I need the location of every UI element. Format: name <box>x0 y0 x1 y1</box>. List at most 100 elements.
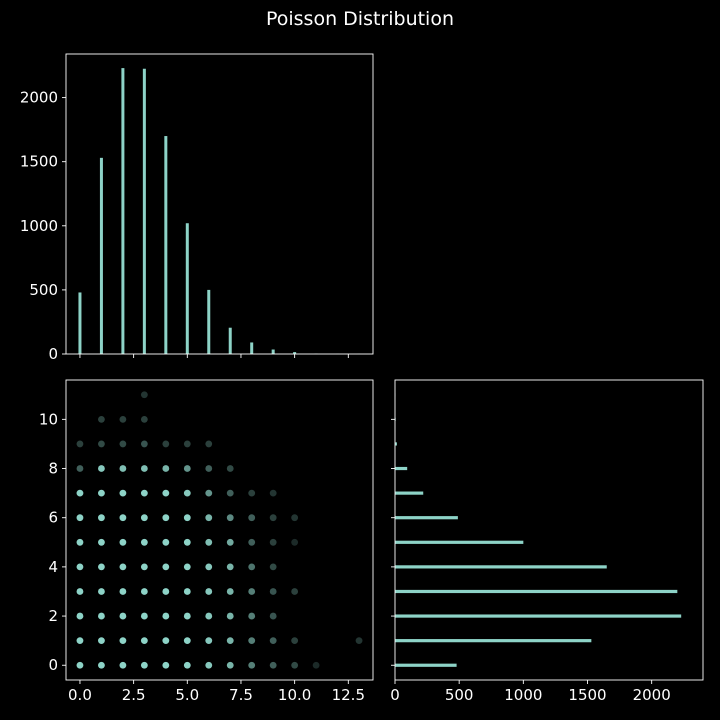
scatter-point <box>183 514 191 522</box>
y-tick-label: 0 <box>48 345 58 363</box>
histogram-bar <box>99 157 103 354</box>
scatter-point <box>140 391 148 399</box>
scatter-point <box>76 588 84 595</box>
histogram-bar <box>395 516 458 520</box>
x-tick-label: 0 <box>390 686 400 704</box>
scatter-point <box>205 489 213 497</box>
histogram-bar <box>395 565 607 569</box>
scatter-point <box>140 489 148 497</box>
scatter-point <box>119 661 127 669</box>
x-tick-label: 500 <box>445 686 474 704</box>
x-tick-label: 2.5 <box>122 686 146 704</box>
histogram-bar <box>78 292 82 354</box>
scatter-point <box>269 514 277 522</box>
scatter-point <box>140 563 148 571</box>
scatter-point <box>76 637 84 645</box>
scatter-point <box>76 440 84 448</box>
scatter-point <box>248 612 256 620</box>
scatter-point <box>205 588 213 595</box>
scatter-point <box>162 612 170 620</box>
scatter-point <box>119 563 127 571</box>
y-tick-label: 0 <box>48 656 58 674</box>
histogram-bar <box>164 136 168 354</box>
scatter-point <box>119 588 127 595</box>
scatter-point <box>226 637 234 645</box>
x-tick-label: 7.5 <box>229 686 253 704</box>
x-tick-label: 12.5 <box>332 686 365 704</box>
top-histogram-frame <box>65 53 374 355</box>
scatter-point <box>140 465 148 472</box>
y-tick-label: 1000 <box>20 217 58 235</box>
y-tick-label: 6 <box>48 509 58 527</box>
scatter-point <box>76 514 84 522</box>
scatter-point <box>269 588 277 595</box>
y-tick-label: 10 <box>39 410 58 428</box>
top-histogram-panel: 0 500 1000 1500 2000 <box>20 53 374 363</box>
right-histogram-panel: 0 500 1000 1500 2000 <box>390 379 704 704</box>
histogram-bar <box>185 223 189 354</box>
scatter-point <box>226 563 234 571</box>
scatter-point <box>248 489 256 497</box>
scatter-point <box>140 661 148 669</box>
scatter-point <box>355 637 363 645</box>
histogram-bar <box>395 663 457 667</box>
scatter-point <box>140 415 148 423</box>
scatter-point <box>183 538 191 546</box>
histogram-bar <box>395 639 592 643</box>
scatter-point <box>291 661 299 669</box>
histogram-bar <box>142 68 146 354</box>
scatter-point <box>269 612 277 620</box>
scatter-point <box>183 661 191 669</box>
scatter-point <box>248 538 256 546</box>
scatter-point <box>226 465 234 472</box>
scatter-point <box>183 588 191 595</box>
scatter-point <box>119 465 127 472</box>
scatter-point <box>183 489 191 497</box>
histogram-bar <box>395 466 408 471</box>
scatter-point <box>76 612 84 620</box>
scatter-point <box>98 637 105 645</box>
scatter-point <box>205 563 213 571</box>
x-tick-label: 2000 <box>633 686 671 704</box>
scatter-point <box>140 440 148 448</box>
scatter-point <box>98 415 105 423</box>
scatter-point <box>119 514 127 522</box>
x-tick-label: 1500 <box>568 686 606 704</box>
scatter-point <box>98 465 105 472</box>
histogram-bar <box>293 352 297 354</box>
scatter-point <box>291 538 299 546</box>
scatter-point <box>98 538 105 546</box>
histogram-bar <box>121 68 125 354</box>
x-tick-label: 5.0 <box>175 686 199 704</box>
x-tick-label: 1000 <box>504 686 542 704</box>
scatter-point <box>76 563 84 571</box>
scatter-point <box>291 588 299 595</box>
scatter-point <box>140 637 148 645</box>
scatter-point <box>226 538 234 546</box>
scatter-point <box>205 612 213 620</box>
scatter-point <box>119 612 127 620</box>
scatter-point <box>205 465 213 472</box>
scatter-point <box>119 415 127 423</box>
scatter-point <box>76 661 84 669</box>
y-tick-label: 8 <box>48 460 58 478</box>
scatter-point <box>205 440 213 448</box>
scatter-point <box>119 440 127 448</box>
scatter-point <box>248 514 256 522</box>
scatter-point <box>98 563 105 571</box>
scatter-point <box>291 514 299 522</box>
scatter-point <box>183 440 191 448</box>
scatter-point <box>119 538 127 546</box>
scatter-point <box>269 489 277 497</box>
scatter-point <box>162 440 170 448</box>
right-histogram-frame <box>394 379 704 681</box>
scatter-point <box>162 588 170 595</box>
scatter-point <box>140 588 148 595</box>
scatter-panel: 0.0 2.5 5.0 7.5 10.0 12.5 0 2 4 6 8 10 <box>39 379 374 704</box>
scatter-point <box>205 661 213 669</box>
histogram-bar <box>395 614 682 618</box>
scatter-point <box>140 538 148 546</box>
histogram-bar <box>207 289 211 354</box>
scatter-point <box>205 637 213 645</box>
scatter-point <box>76 538 84 546</box>
